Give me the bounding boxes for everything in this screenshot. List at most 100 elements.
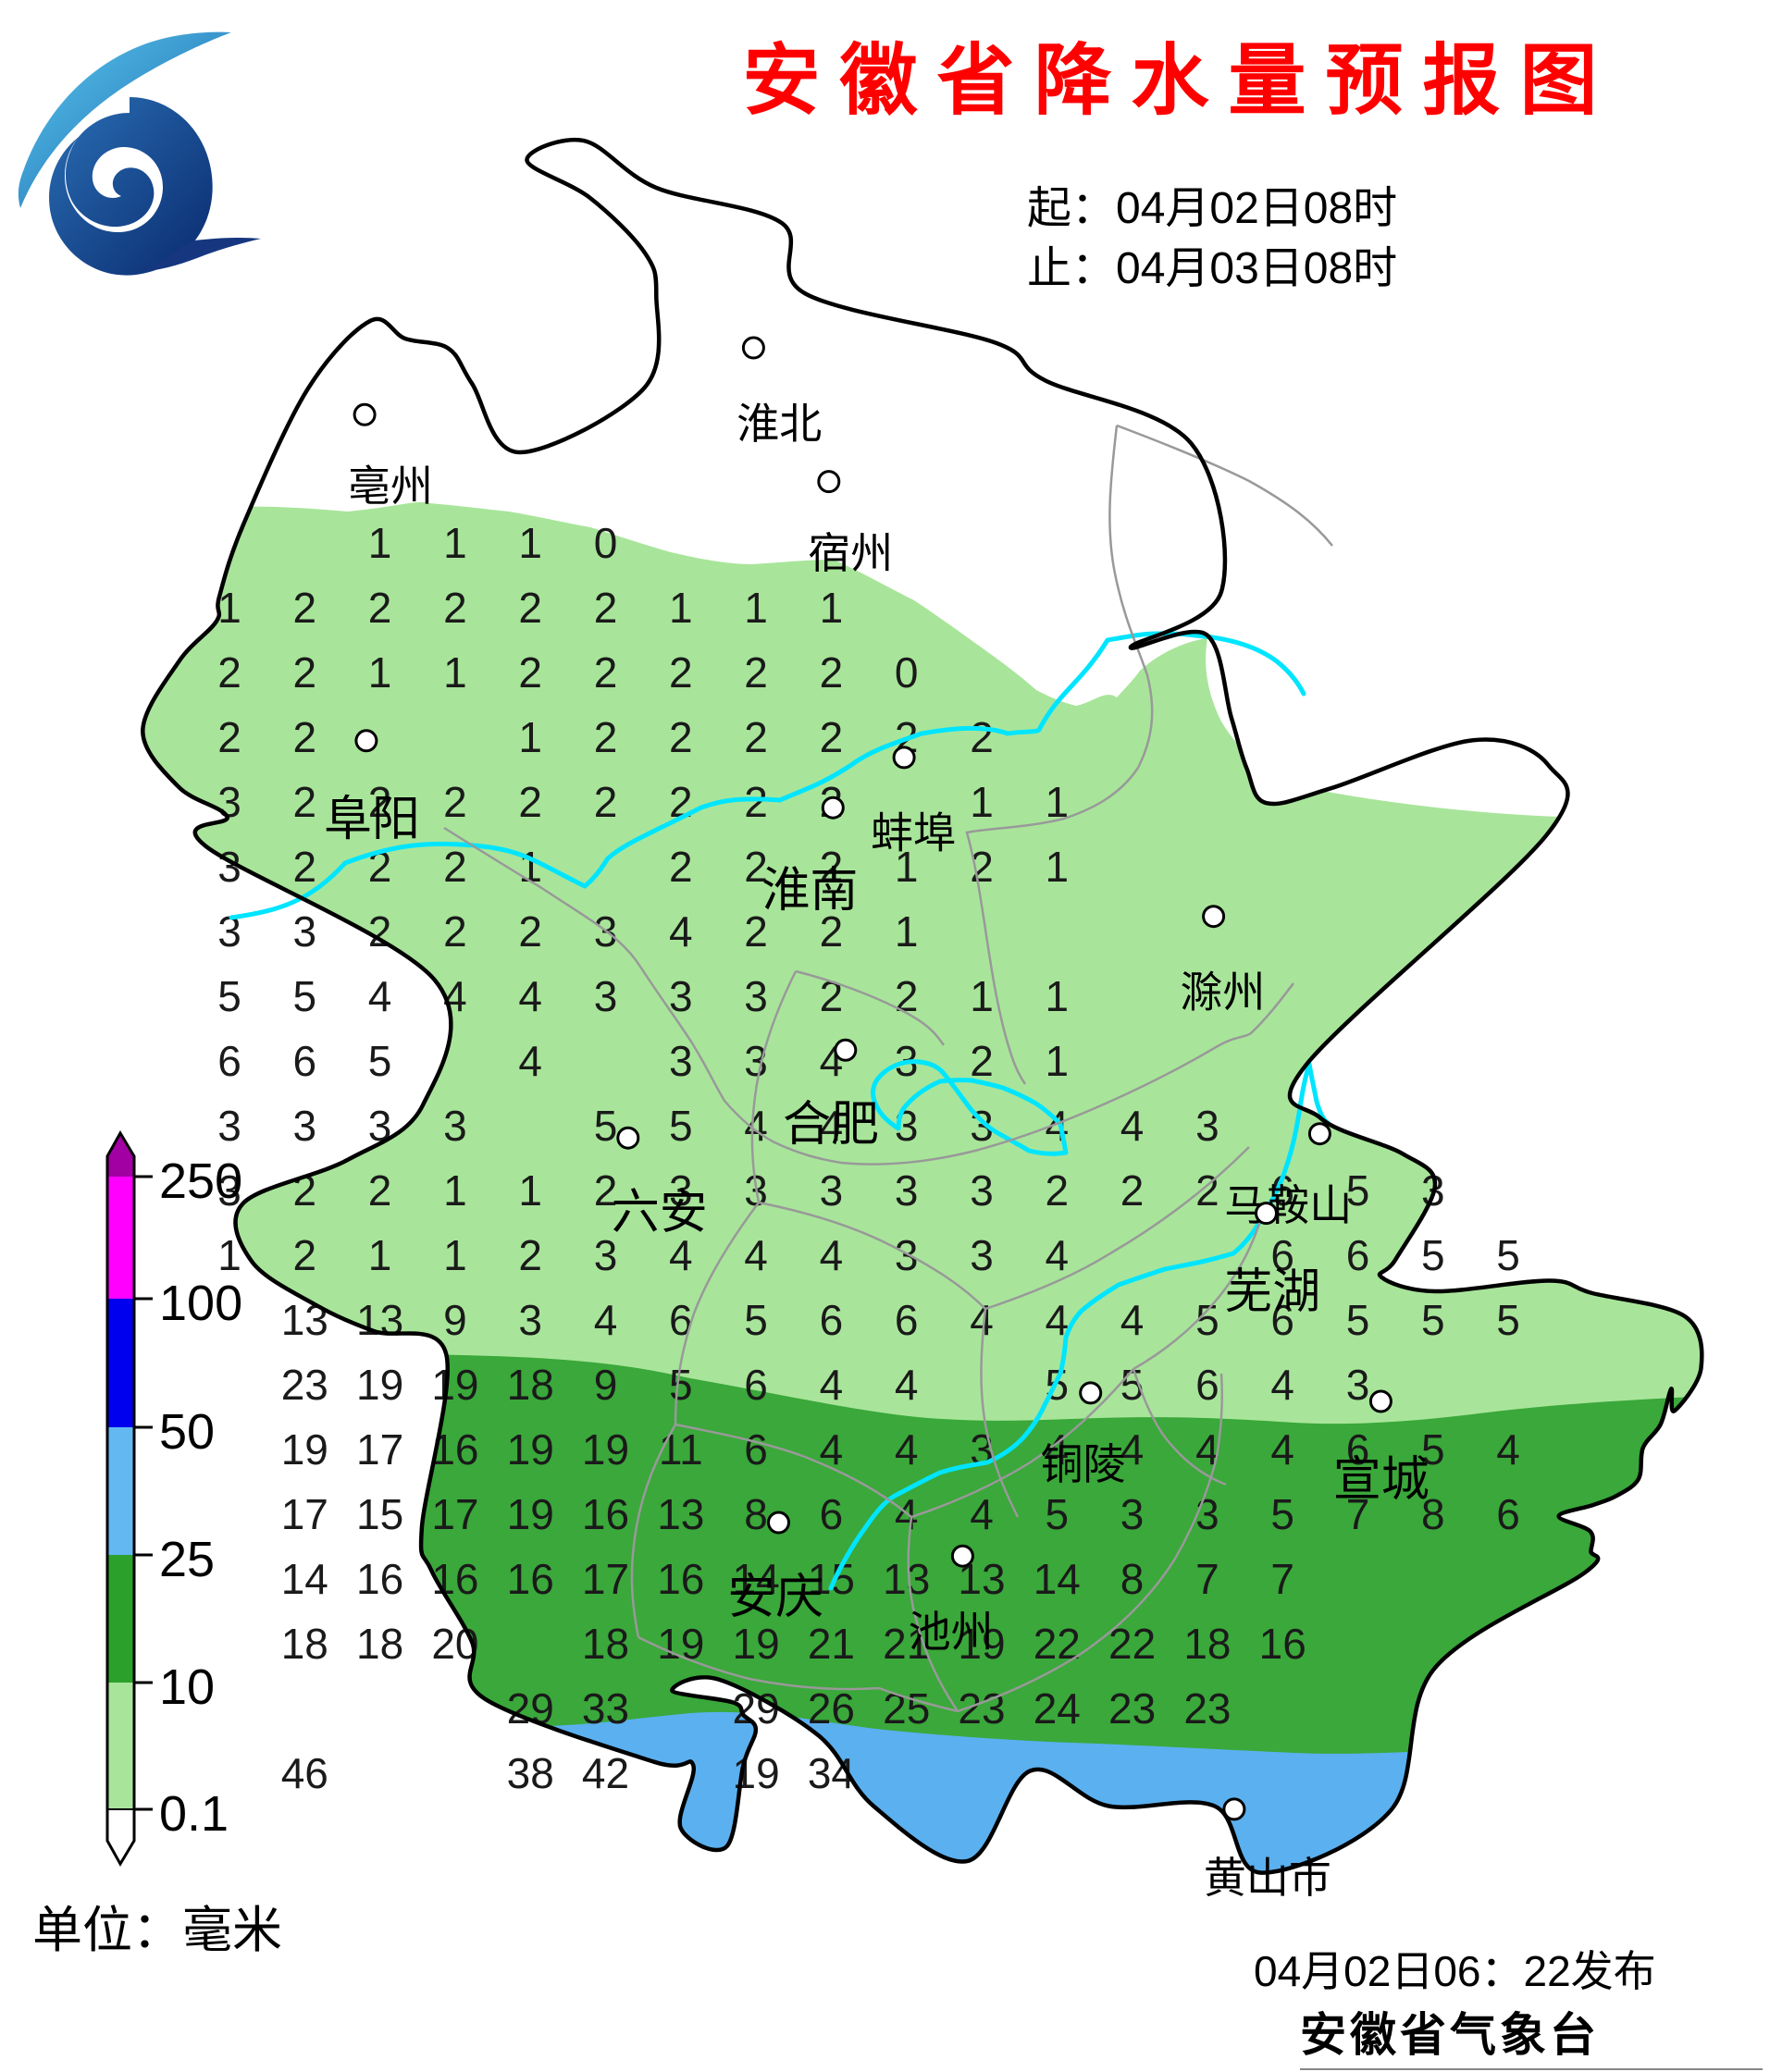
svg-text:2: 2 (293, 1231, 317, 1279)
svg-text:3: 3 (744, 1037, 768, 1085)
svg-text:3: 3 (217, 1102, 241, 1150)
svg-text:6: 6 (744, 1425, 768, 1474)
svg-text:11: 11 (659, 1425, 703, 1474)
svg-text:23: 23 (1183, 1684, 1231, 1733)
svg-text:1: 1 (1046, 1037, 1070, 1085)
svg-text:6: 6 (217, 1037, 241, 1085)
svg-text:16: 16 (657, 1555, 704, 1603)
svg-text:宿州: 宿州 (808, 529, 893, 577)
svg-text:2: 2 (594, 584, 618, 632)
svg-text:5: 5 (1421, 1231, 1445, 1279)
svg-text:5: 5 (594, 1102, 618, 1150)
svg-text:3: 3 (895, 1231, 919, 1279)
svg-text:16: 16 (1259, 1620, 1306, 1668)
svg-text:2: 2 (368, 584, 392, 632)
svg-text:1: 1 (368, 1231, 392, 1279)
svg-text:18: 18 (1183, 1620, 1231, 1668)
svg-text:3: 3 (293, 907, 317, 956)
svg-text:2: 2 (518, 907, 542, 956)
svg-text:3: 3 (744, 972, 768, 1020)
svg-text:5: 5 (1120, 1361, 1145, 1409)
svg-text:2: 2 (293, 713, 317, 761)
svg-text:1: 1 (669, 584, 693, 632)
svg-text:1: 1 (820, 584, 844, 632)
svg-text:6: 6 (1496, 1490, 1520, 1538)
svg-text:2: 2 (217, 648, 241, 697)
svg-text:3: 3 (1346, 1361, 1370, 1409)
svg-text:3: 3 (1120, 1490, 1145, 1538)
svg-text:15: 15 (356, 1490, 403, 1538)
svg-text:2: 2 (594, 778, 618, 826)
svg-text:1: 1 (744, 584, 768, 632)
svg-text:1: 1 (443, 1166, 467, 1215)
svg-text:2: 2 (744, 778, 768, 826)
svg-text:2: 2 (518, 778, 542, 826)
svg-text:4: 4 (368, 972, 392, 1020)
svg-text:宣城: 宣城 (1333, 1453, 1430, 1507)
svg-text:18: 18 (507, 1361, 554, 1409)
svg-text:1: 1 (518, 843, 542, 891)
svg-text:9: 9 (443, 1296, 467, 1344)
svg-text:3: 3 (1195, 1102, 1219, 1150)
svg-text:5: 5 (1421, 1296, 1445, 1344)
svg-text:17: 17 (431, 1490, 478, 1538)
svg-text:2: 2 (744, 648, 768, 697)
svg-text:2: 2 (368, 907, 392, 956)
svg-text:2: 2 (744, 713, 768, 761)
svg-text:2: 2 (293, 843, 317, 891)
svg-text:14: 14 (1034, 1555, 1081, 1603)
svg-text:2: 2 (293, 778, 317, 826)
svg-text:2: 2 (970, 843, 994, 891)
svg-text:100: 100 (159, 1276, 242, 1331)
svg-text:14: 14 (281, 1555, 328, 1603)
svg-text:马鞍山: 马鞍山 (1224, 1181, 1352, 1229)
svg-text:2: 2 (1195, 1166, 1219, 1215)
svg-text:23: 23 (1108, 1684, 1156, 1733)
svg-text:4: 4 (895, 1361, 919, 1409)
svg-text:合肥: 合肥 (783, 1098, 879, 1152)
svg-text:3: 3 (217, 778, 241, 826)
svg-text:2: 2 (443, 907, 467, 956)
svg-text:滁州: 滁州 (1180, 968, 1265, 1017)
svg-text:2: 2 (1120, 1166, 1145, 1215)
svg-text:6: 6 (895, 1296, 919, 1344)
svg-text:5: 5 (1496, 1231, 1520, 1279)
svg-text:2: 2 (293, 584, 317, 632)
svg-text:16: 16 (507, 1555, 554, 1603)
svg-text:2: 2 (594, 648, 618, 697)
svg-text:5: 5 (368, 1037, 392, 1085)
svg-text:3: 3 (594, 972, 618, 1020)
svg-text:亳州: 亳州 (348, 462, 433, 511)
svg-text:单位：毫米: 单位：毫米 (32, 1903, 282, 1958)
svg-text:4: 4 (518, 972, 542, 1020)
svg-text:13: 13 (356, 1296, 403, 1344)
svg-text:芜湖: 芜湖 (1224, 1265, 1320, 1319)
svg-text:2: 2 (368, 1166, 392, 1215)
svg-text:26: 26 (808, 1684, 855, 1733)
svg-text:10: 10 (159, 1659, 215, 1715)
svg-text:3: 3 (970, 1231, 994, 1279)
svg-text:2: 2 (594, 713, 618, 761)
svg-text:19: 19 (356, 1361, 403, 1409)
svg-text:19: 19 (281, 1425, 328, 1474)
svg-text:5: 5 (217, 972, 241, 1020)
svg-text:3: 3 (443, 1102, 467, 1150)
svg-text:2: 2 (443, 843, 467, 891)
svg-text:淮南: 淮南 (761, 864, 858, 918)
svg-text:42: 42 (582, 1749, 629, 1797)
svg-text:4: 4 (1270, 1361, 1294, 1409)
svg-text:13: 13 (883, 1555, 930, 1603)
svg-text:4: 4 (820, 1231, 844, 1279)
svg-text:19: 19 (657, 1620, 704, 1668)
svg-text:2: 2 (443, 778, 467, 826)
svg-text:19: 19 (582, 1425, 629, 1474)
svg-text:1: 1 (970, 778, 994, 826)
svg-text:4: 4 (970, 1490, 994, 1538)
svg-text:2: 2 (820, 713, 844, 761)
svg-text:19: 19 (507, 1490, 554, 1538)
svg-text:淮北: 淮北 (736, 400, 822, 448)
svg-text:4: 4 (1046, 1231, 1070, 1279)
svg-text:25: 25 (159, 1532, 215, 1587)
svg-text:6: 6 (293, 1037, 317, 1085)
svg-text:3: 3 (895, 1166, 919, 1215)
